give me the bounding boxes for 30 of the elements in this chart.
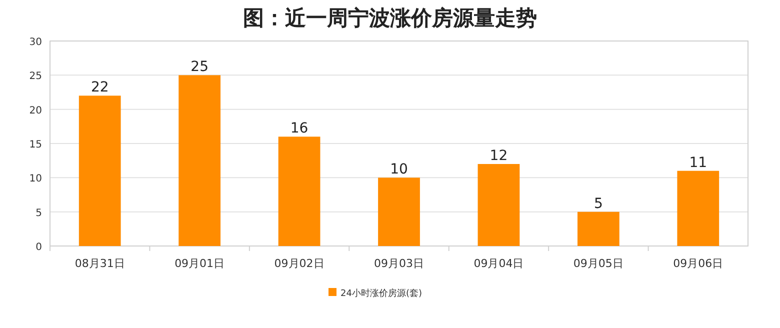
x-tick-label: 09月03日 — [374, 257, 424, 270]
y-tick-label: 15 — [29, 140, 42, 150]
x-tick-label: 09月01日 — [174, 257, 225, 270]
y-tick-label: 5 — [36, 208, 42, 219]
x-tick-label: 08月31日 — [74, 257, 125, 270]
bar — [577, 212, 620, 246]
x-tick-label: 09月06日 — [673, 257, 724, 270]
bar — [78, 96, 121, 246]
data-label: 11 — [689, 154, 708, 171]
bar — [478, 164, 520, 246]
bar — [278, 136, 320, 246]
x-tick-label: 09月02日 — [274, 257, 324, 270]
bar — [378, 178, 420, 246]
data-label: 25 — [190, 59, 208, 76]
x-tick-label: 09月04日 — [474, 257, 524, 270]
data-label: 22 — [90, 80, 109, 96]
y-tick-label: 20 — [29, 105, 42, 116]
y-tick-label: 30 — [29, 37, 42, 48]
data-label: 16 — [290, 120, 308, 137]
bar — [178, 75, 221, 246]
y-tick-label: 0 — [36, 242, 42, 253]
y-tick-label: 25 — [29, 71, 42, 82]
bar — [677, 170, 720, 246]
data-label: 5 — [594, 196, 603, 212]
x-tick-label: 09月05日 — [573, 257, 624, 270]
y-tick-label: 10 — [29, 174, 42, 185]
data-label: 10 — [390, 162, 408, 178]
legend-label: 24小时涨价房源(套) — [340, 288, 422, 299]
chart-title: 图：近一周宁波涨价房源量走势 — [243, 6, 537, 30]
data-label: 12 — [490, 148, 508, 164]
